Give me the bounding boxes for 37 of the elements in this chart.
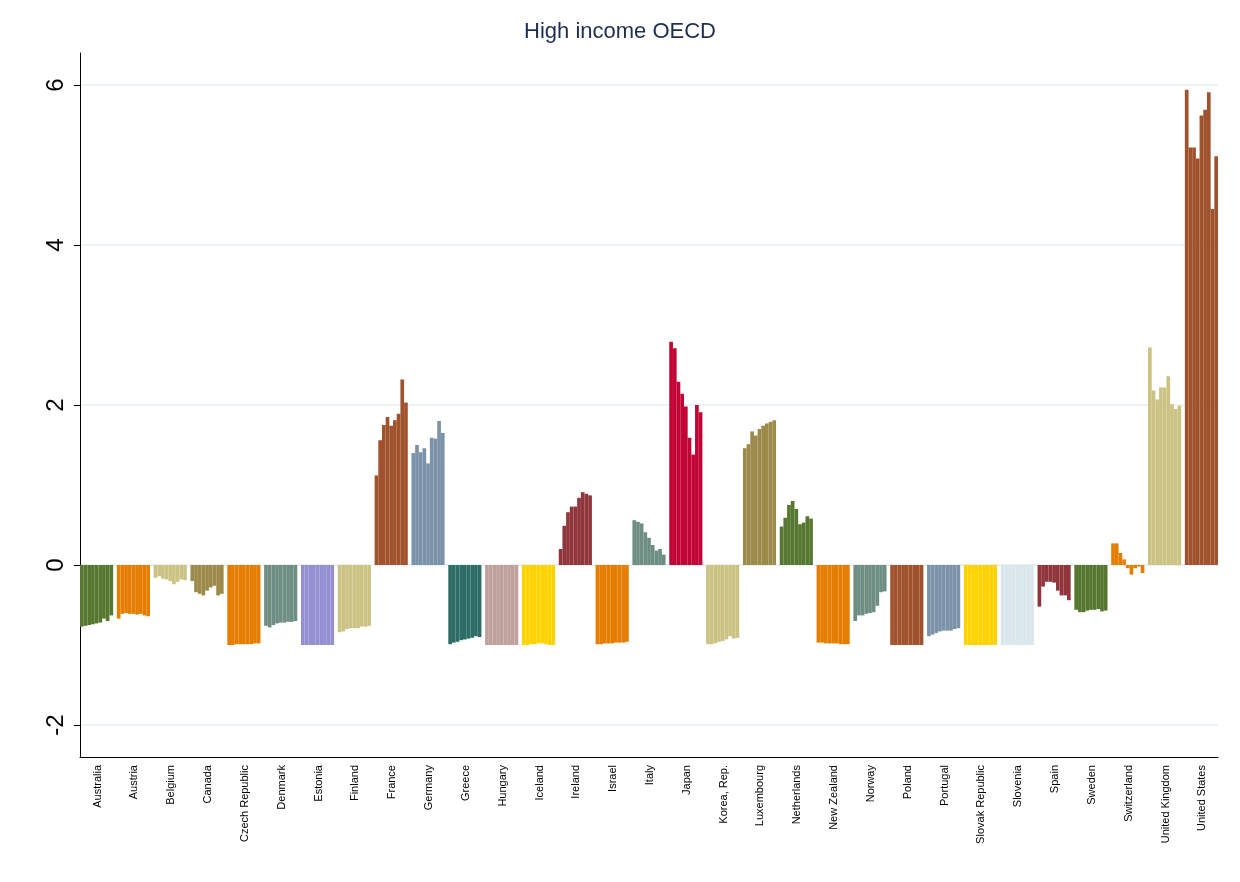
- x-tick-label: Austria: [127, 764, 140, 800]
- x-tick-label: Ireland: [569, 765, 582, 799]
- x-tick-label: Sweden: [1084, 765, 1097, 805]
- x-tick-label: Czech Republic: [237, 764, 250, 843]
- x-tick-label: Israel: [606, 765, 619, 792]
- y-tick-label: -2: [40, 714, 68, 736]
- x-tick-label: Slovak Republic: [974, 764, 987, 844]
- x-tick-label: Korea, Rep.: [716, 765, 729, 824]
- x-tick-label: Hungary: [495, 764, 508, 807]
- x-tick-label: Slovenia: [1011, 764, 1024, 808]
- x-tick-label: Portugal: [937, 765, 950, 806]
- chart-title: High income OECD: [524, 17, 716, 43]
- x-tick-label: United States: [1195, 764, 1208, 832]
- y-tick-label: 0: [40, 558, 68, 572]
- x-tick-label: Japan: [679, 765, 692, 795]
- x-tick-label: Germany: [422, 764, 435, 811]
- y-tick-label: 2: [40, 398, 68, 412]
- x-tick-label: New Zealand: [827, 765, 840, 830]
- x-tick-label: Denmark: [274, 764, 287, 810]
- x-tick-label: Netherlands: [790, 764, 803, 825]
- x-tick-label: Finland: [348, 765, 361, 802]
- x-tick-label: Iceland: [532, 765, 545, 801]
- x-tick-label: Poland: [900, 765, 913, 800]
- x-tick-label: Spain: [1048, 765, 1061, 794]
- x-tick-label: Luxembourg: [753, 765, 766, 827]
- x-tick-label: United Kingdom: [1158, 765, 1171, 844]
- x-tick-label: France: [385, 765, 398, 800]
- y-tick-label: 6: [40, 78, 68, 92]
- x-tick-label: Italy: [643, 764, 655, 786]
- y-tick-label: 4: [40, 238, 68, 252]
- x-tick-label: Greece: [458, 765, 471, 802]
- x-tick-label: Canada: [201, 764, 214, 804]
- x-tick-label: Australia: [90, 764, 103, 808]
- x-tick-label: Belgium: [164, 765, 177, 805]
- x-tick-label: Norway: [863, 764, 876, 803]
- x-tick-label: Estonia: [311, 764, 324, 802]
- x-tick-label: Switzerland: [1121, 765, 1134, 822]
